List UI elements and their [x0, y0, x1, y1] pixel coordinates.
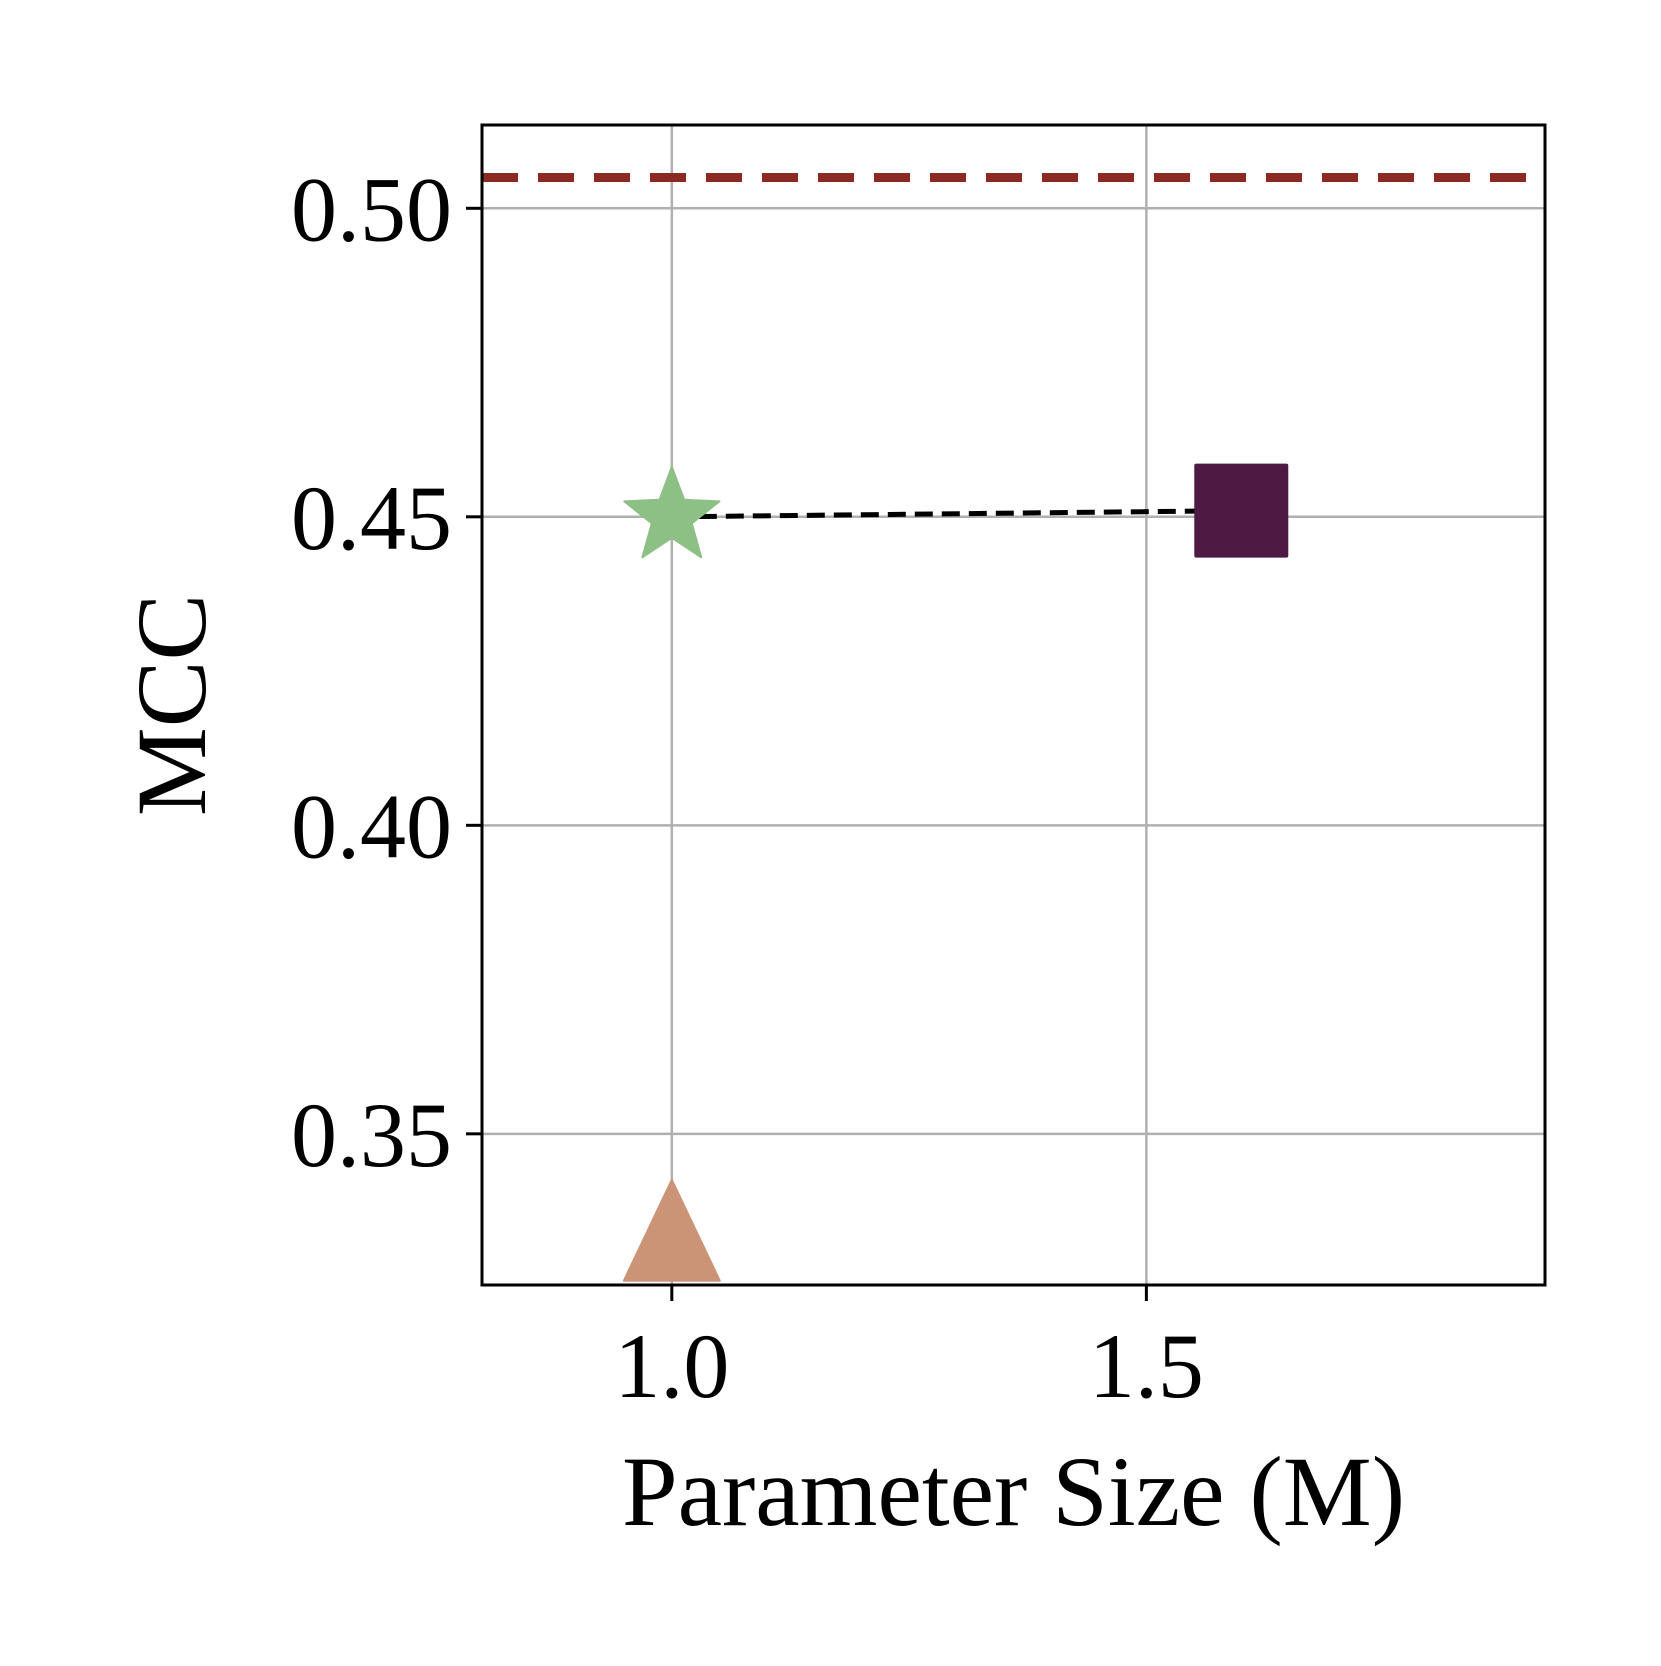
markers: [622, 463, 1289, 1282]
grid: [482, 125, 1545, 1285]
connector-line: [671, 508, 1242, 520]
triangle-marker: [622, 1178, 721, 1282]
ticks: 1.0 1.5 0.35 0.40 0.45 0.50: [291, 158, 1204, 1417]
star-marker: [623, 465, 721, 559]
x-tick-label: 1.0: [614, 1315, 729, 1417]
y-tick-label: 0.50: [291, 158, 452, 260]
x-axis-label: Parameter Size (M): [622, 1436, 1405, 1547]
square-marker: [1194, 463, 1289, 558]
x-tick-label: 1.5: [1089, 1315, 1204, 1417]
y-tick-label: 0.45: [291, 467, 452, 569]
y-tick-label: 0.35: [291, 1084, 452, 1186]
connector-group: [671, 508, 1242, 520]
y-axis-label: MCC: [116, 594, 227, 816]
y-tick-label: 0.40: [291, 775, 452, 877]
plot-frame: [480, 123, 1547, 1287]
